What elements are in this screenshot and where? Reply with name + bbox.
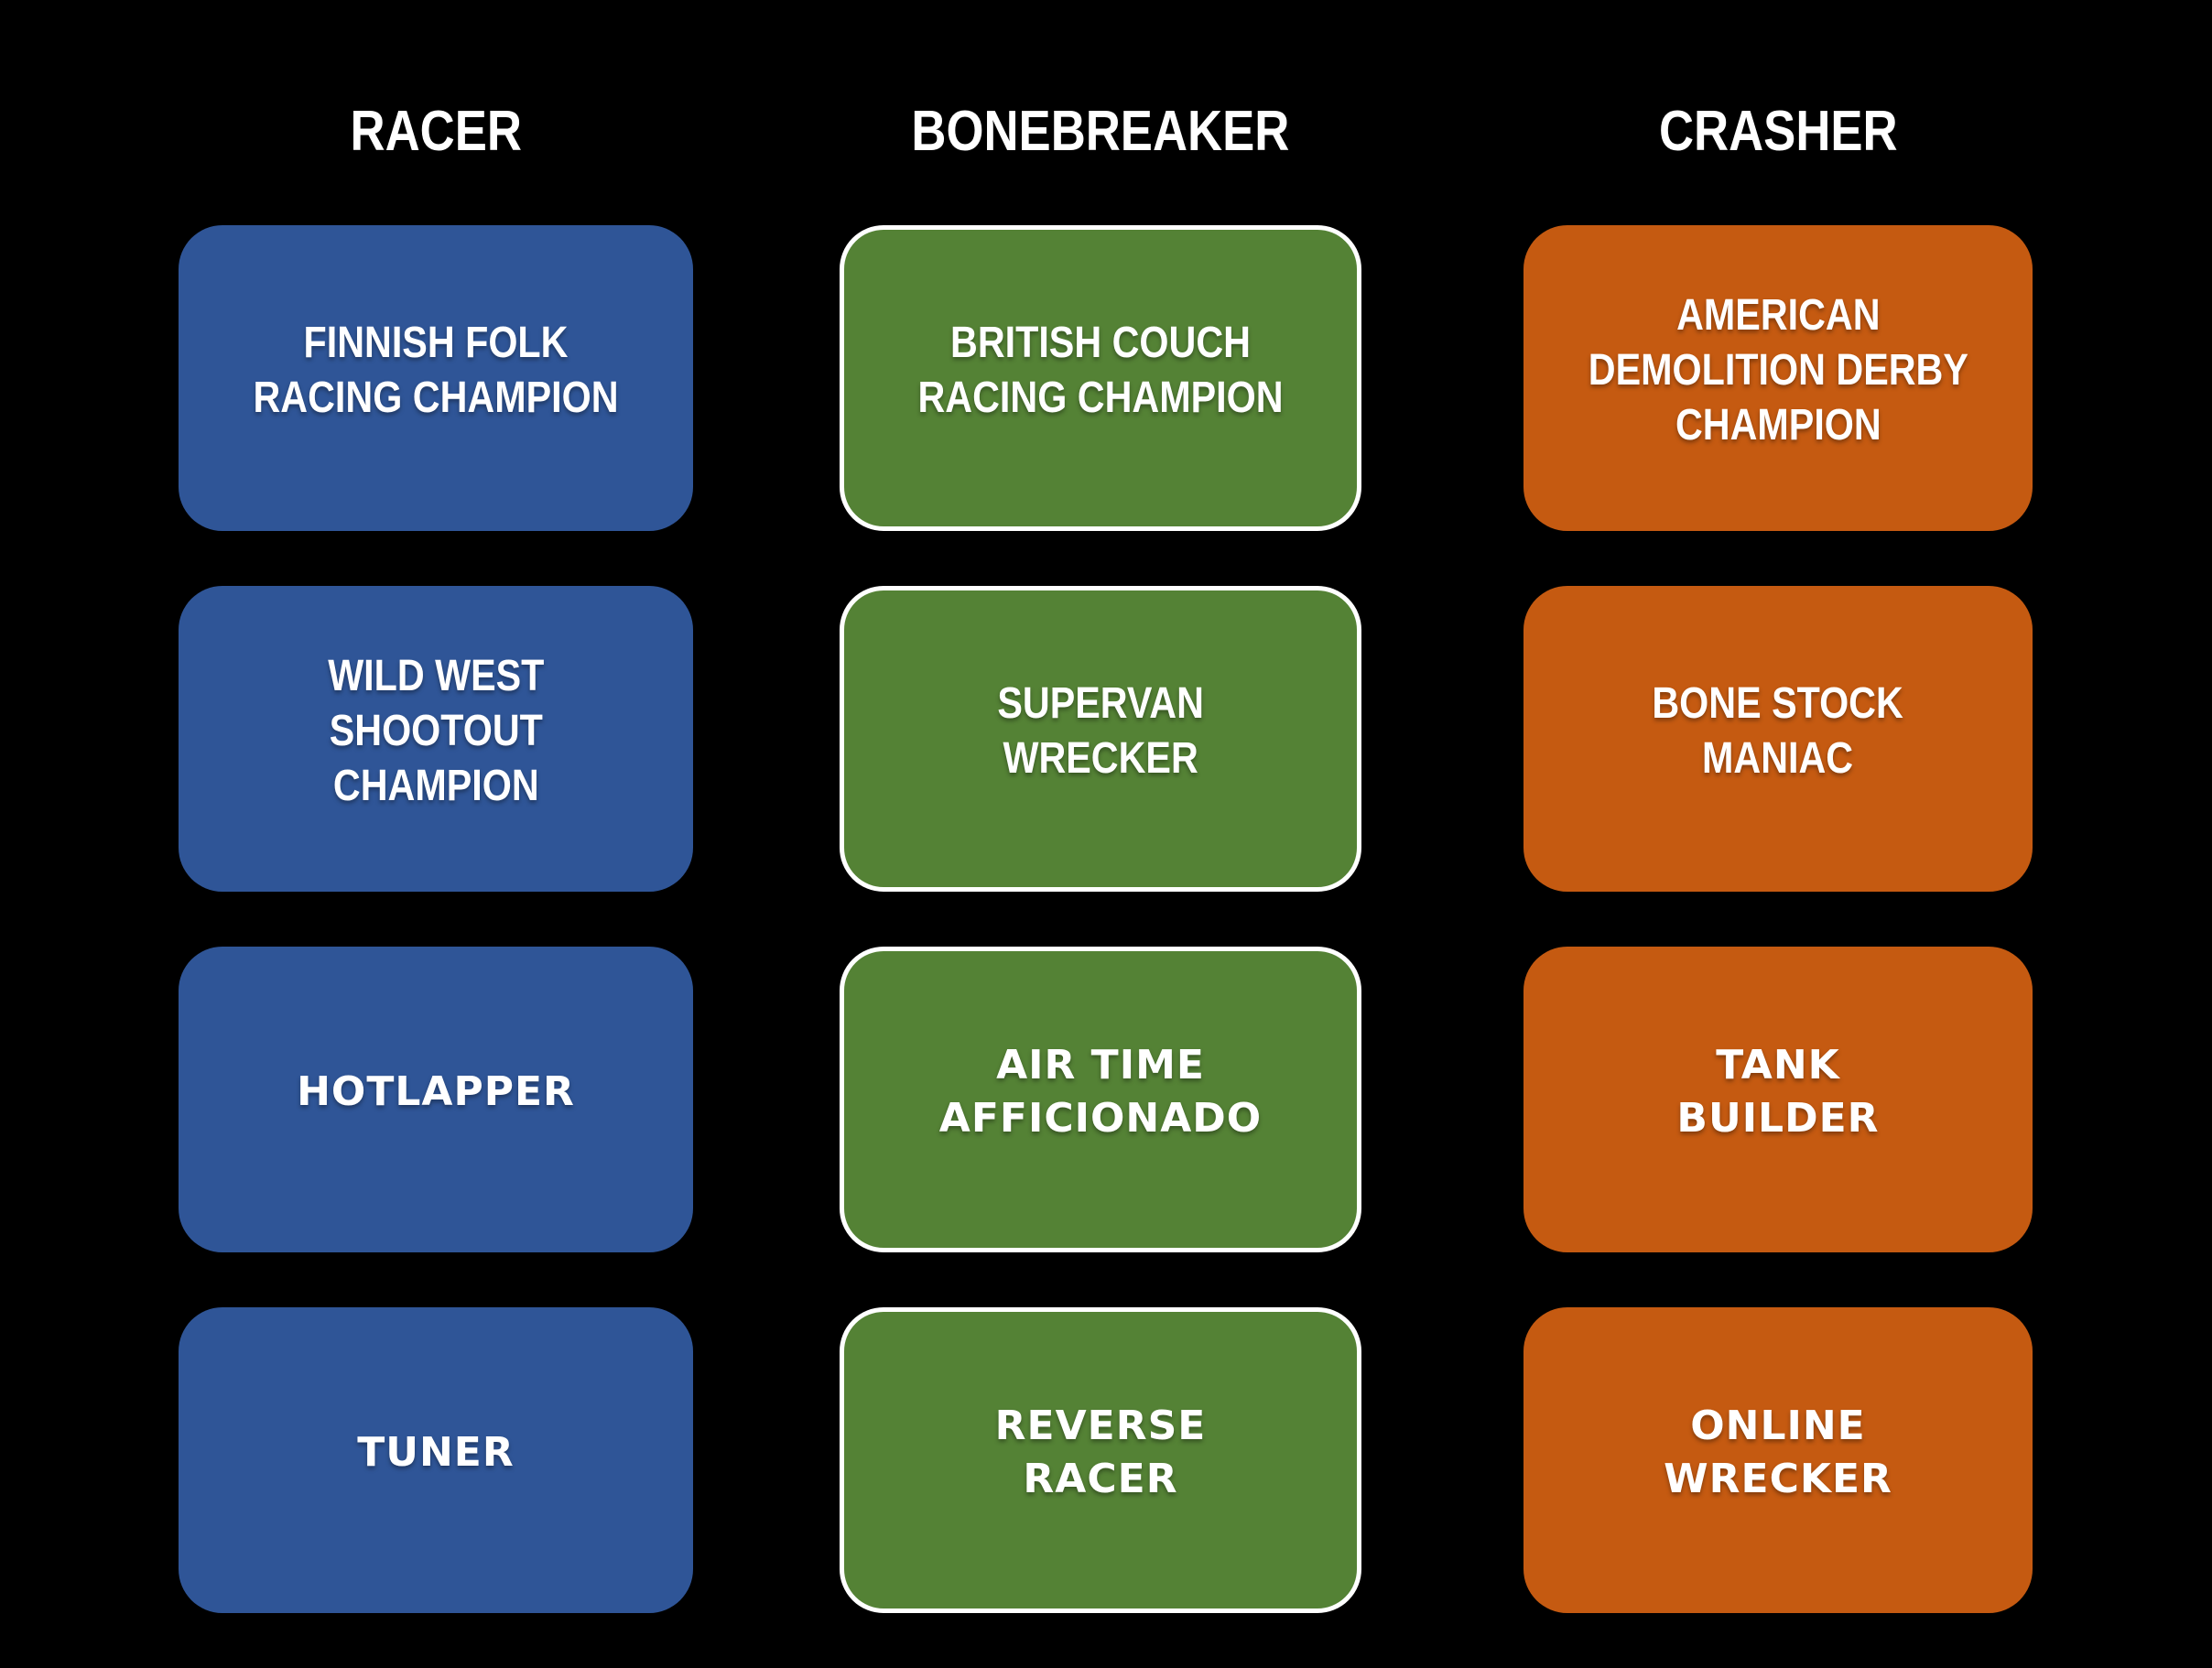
card-label: FINNISH FOLK RACING CHAMPION	[253, 319, 619, 422]
card-label: HOTLAPPER	[297, 1067, 575, 1115]
column-bonebreaker: BONEBREAKER BRITISH COUCH RACING CHAMPIO…	[840, 0, 1361, 1668]
card-label: TUNER	[357, 1428, 515, 1476]
card-reverse-racer: REVERSE RACER	[840, 1307, 1361, 1613]
card-online-wrecker: ONLINE WRECKER	[1523, 1307, 2033, 1613]
column-title-label: RACER	[350, 99, 522, 163]
card-wild-west-shootout-champion: WILD WEST SHOOTOUT CHAMPION	[179, 586, 693, 892]
card-hotlapper: HOTLAPPER	[179, 947, 693, 1252]
card-label: TANK BUILDER	[1676, 1041, 1880, 1142]
card-british-couch-racing-champion: BRITISH COUCH RACING CHAMPION	[840, 225, 1361, 531]
card-bone-stock-maniac: BONE STOCK MANIAC	[1523, 586, 2033, 892]
column-crasher: CRASHER AMERICAN DEMOLITION DERBY CHAMPI…	[1523, 0, 2033, 1668]
card-american-demolition-derby-champion: AMERICAN DEMOLITION DERBY CHAMPION	[1523, 225, 2033, 531]
column-racer: RACER FINNISH FOLK RACING CHAMPION WILD …	[179, 0, 693, 1668]
card-supervan-wrecker: SUPERVAN WRECKER	[840, 586, 1361, 892]
card-air-time-afficionado: AIR TIME AFFICIONADO	[840, 947, 1361, 1252]
column-title-bonebreaker: BONEBREAKER	[840, 0, 1361, 225]
card-label: WILD WEST SHOOTOUT CHAMPION	[327, 652, 545, 810]
card-finnish-folk-racing-champion: FINNISH FOLK RACING CHAMPION	[179, 225, 693, 531]
card-label: BRITISH COUCH RACING CHAMPION	[917, 319, 1284, 422]
column-title-label: CRASHER	[1658, 99, 1898, 163]
card-label: BONE STOCK MANIAC	[1652, 679, 1904, 783]
card-label: AMERICAN DEMOLITION DERBY CHAMPION	[1588, 291, 1968, 449]
card-label: AIR TIME AFFICIONADO	[938, 1041, 1263, 1142]
card-tank-builder: TANK BUILDER	[1523, 947, 2033, 1252]
card-label: SUPERVAN WRECKER	[997, 679, 1204, 783]
card-label: REVERSE RACER	[994, 1402, 1207, 1502]
card-label: ONLINE WRECKER	[1664, 1402, 1892, 1502]
card-tuner: TUNER	[179, 1307, 693, 1613]
column-title-racer: RACER	[179, 0, 693, 225]
column-title-crasher: CRASHER	[1523, 0, 2033, 225]
column-title-label: BONEBREAKER	[911, 99, 1290, 163]
